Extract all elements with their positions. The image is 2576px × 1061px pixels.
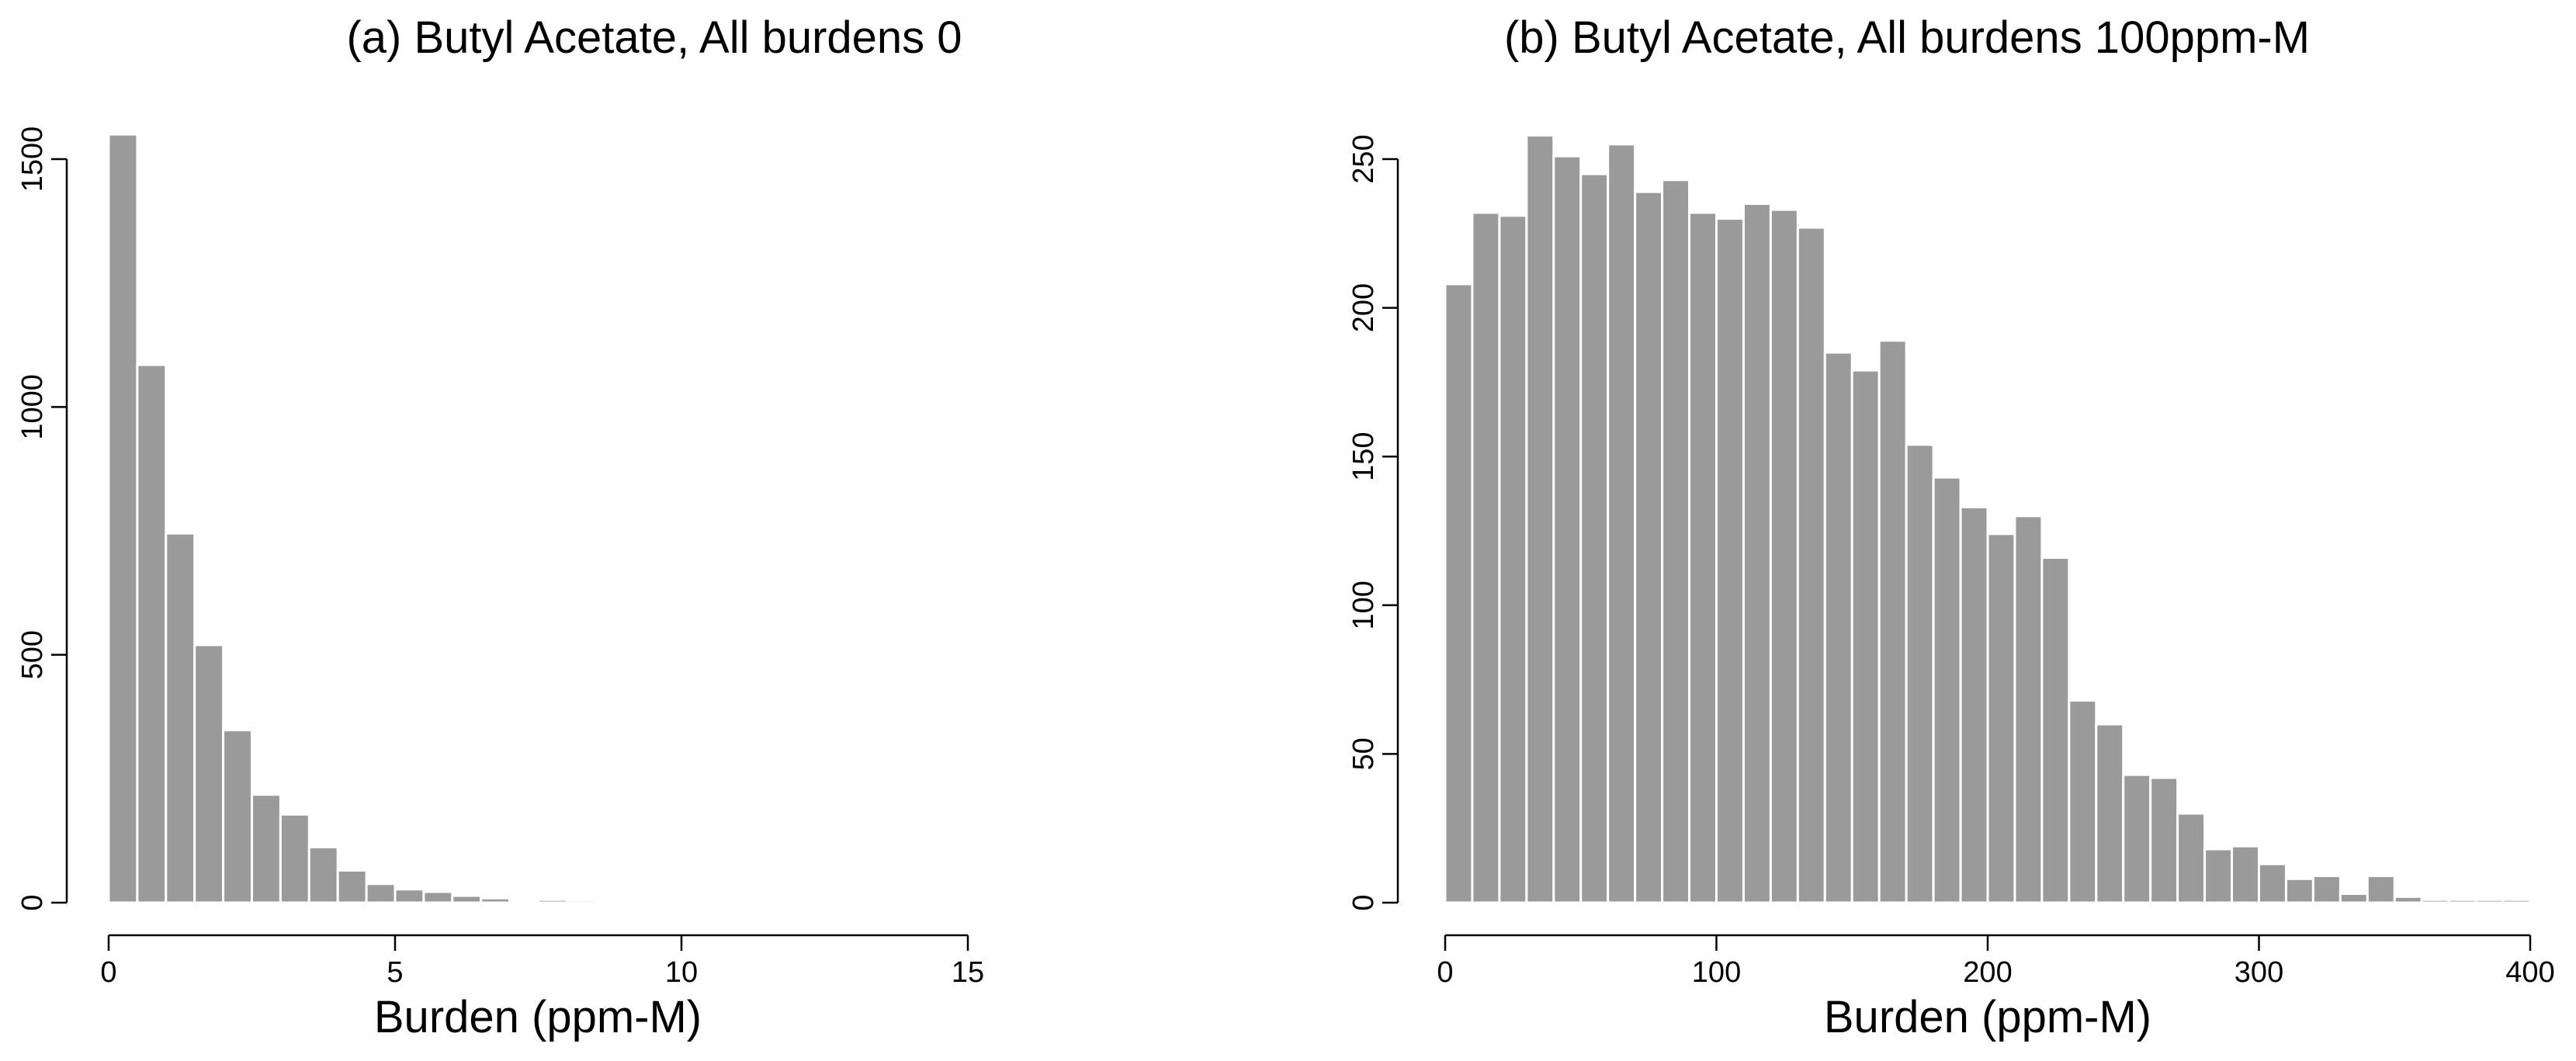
histogram-bar [2366, 875, 2396, 904]
y-tick-label: 150 [1347, 432, 1380, 480]
histogram-bar [165, 532, 196, 904]
histogram-bar [1986, 532, 2016, 904]
histogram-panel-a: (a) Butyl Acetate, All burdens 0 0500100… [16, 12, 984, 1042]
y-tick-label: 0 [16, 894, 49, 910]
histogram-bar [1796, 226, 1826, 904]
histogram-bar [1607, 143, 1637, 904]
histogram-bar [2013, 515, 2044, 904]
y-tick-label: 250 [1347, 134, 1380, 183]
histogram-bar [1932, 476, 1962, 904]
histogram-bar [394, 888, 425, 904]
histogram-bar [1850, 369, 1881, 904]
chart-title: (b) Butyl Acetate, All burdens 100ppm-M [1504, 12, 2310, 63]
histogram-bar [1959, 505, 1989, 904]
histogram-bar [1444, 283, 1474, 904]
x-tick-label: 300 [2234, 956, 2283, 989]
y-tick-label: 0 [1347, 894, 1380, 910]
y-axis-ticks: 0 50 100 150 200 250 [1347, 134, 1398, 911]
histogram-bar [2231, 844, 2261, 904]
x-axis-ticks: 0 5 10 15 [100, 935, 984, 989]
histogram-bar [1661, 179, 1691, 904]
y-tick-label: 1500 [16, 127, 49, 192]
histogram-bar [1877, 339, 1908, 904]
histogram-bar [2149, 776, 2179, 904]
histogram-bar [422, 890, 454, 904]
x-tick-label: 100 [1692, 956, 1741, 989]
histogram-bar [2339, 893, 2369, 904]
histogram-bar [2311, 875, 2342, 904]
x-tick-label: 400 [2505, 956, 2554, 989]
histogram-bar [1905, 443, 1935, 904]
histogram-bar [480, 896, 511, 904]
histogram-bar [1715, 217, 1745, 904]
histogram-bar [680, 899, 712, 904]
chart-title: (a) Butyl Acetate, All burdens 0 [346, 12, 962, 63]
y-tick-label: 50 [1347, 737, 1380, 770]
histogram-bar [365, 882, 397, 904]
histogram-bar [1471, 211, 1501, 904]
histogram-bar [2284, 877, 2314, 904]
histogram-bar [336, 869, 368, 904]
x-tick-label: 0 [1437, 956, 1453, 989]
histogram-bar [1823, 351, 1853, 904]
x-axis-label: Burden (ppm-M) [1824, 992, 2151, 1042]
x-axis-ticks: 0 100 200 300 400 [1437, 935, 2555, 989]
x-axis-label: Burden (ppm-M) [374, 992, 702, 1042]
histogram-bar [2501, 898, 2532, 904]
histogram-bar [1498, 214, 1528, 904]
histogram-bar [1688, 211, 1718, 904]
histogram-bar [193, 643, 225, 904]
histogram-bar [537, 898, 568, 904]
histogram-bar [1579, 172, 1610, 904]
histogram-bar [1552, 154, 1583, 904]
x-tick-label: 10 [665, 956, 698, 989]
histogram-bar [107, 133, 139, 904]
histogram-bar [451, 894, 483, 904]
histogram-bar [2068, 699, 2098, 904]
histogram-bar [222, 729, 254, 904]
x-tick-label: 200 [1963, 956, 2012, 989]
histogram-bar [307, 845, 339, 904]
histogram-bar [2393, 895, 2423, 904]
y-tick-label: 1000 [16, 374, 49, 440]
histogram-bar [2447, 898, 2477, 904]
y-axis-ticks: 0 500 1000 1500 [16, 127, 67, 911]
y-tick-label: 500 [16, 630, 49, 679]
x-tick-label: 15 [952, 956, 984, 989]
histogram-bar [2122, 773, 2152, 904]
histogram-bar [2474, 898, 2505, 904]
bars [107, 133, 712, 904]
histogram-bar [2420, 898, 2450, 904]
histogram-panel-b: (b) Butyl Acetate, All burdens 100ppm-M … [1347, 12, 2555, 1042]
histogram-bar [651, 899, 683, 904]
y-tick-label: 200 [1347, 283, 1380, 332]
histogram-bar [2258, 862, 2287, 904]
histogram-bar [1742, 202, 1772, 904]
bars [1444, 133, 2532, 904]
histogram-bar [1634, 190, 1664, 904]
histogram-bar [2040, 556, 2071, 904]
histogram-bar [251, 793, 282, 904]
x-tick-label: 0 [100, 956, 116, 989]
y-tick-label: 100 [1347, 581, 1380, 629]
histogram-bar [136, 363, 168, 904]
histogram-bar [1769, 208, 1799, 904]
histogram-bar [279, 813, 310, 904]
histogram-bar [1525, 133, 1555, 904]
x-tick-label: 5 [387, 956, 403, 989]
histogram-bar [2176, 812, 2207, 904]
histogram-bar [565, 899, 597, 904]
histogram-bar [508, 899, 539, 904]
histogram-bar [2095, 723, 2125, 904]
histogram-bar [2203, 848, 2234, 904]
